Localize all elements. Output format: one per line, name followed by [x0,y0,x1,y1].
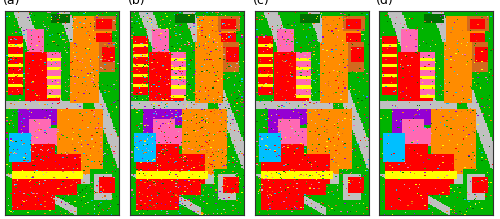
Text: (b): (b) [128,0,146,7]
Text: (c): (c) [252,0,270,7]
Text: (d): (d) [376,0,394,7]
Text: (a): (a) [2,0,20,7]
